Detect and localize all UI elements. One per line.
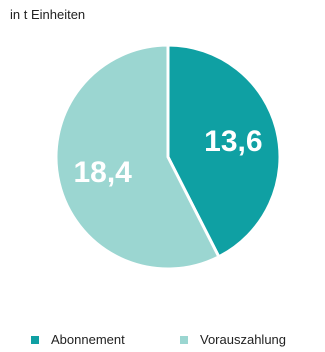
pie-chart: 13,6 18,4 [54,43,282,271]
legend-item-vorauszahlung: Vorauszahlung [180,332,286,347]
legend-item-abonnement: Abonnement [31,332,125,347]
chart-legend: Abonnement Vorauszahlung [0,332,325,352]
data-label-abonnement: 13,6 [204,125,262,158]
legend-swatch-vorauszahlung [180,335,188,344]
legend-swatch-abonnement [31,335,39,344]
legend-label-vorauszahlung: Vorauszahlung [200,332,287,347]
pie-slice-abonnement [166,43,282,259]
legend-label-abonnement: Abonnement [51,332,125,347]
data-label-vorauszahlung: 18,4 [73,156,132,189]
pie-slice-vorauszahlung [54,43,221,271]
chart-subtitle: in t Einheiten [10,7,86,22]
